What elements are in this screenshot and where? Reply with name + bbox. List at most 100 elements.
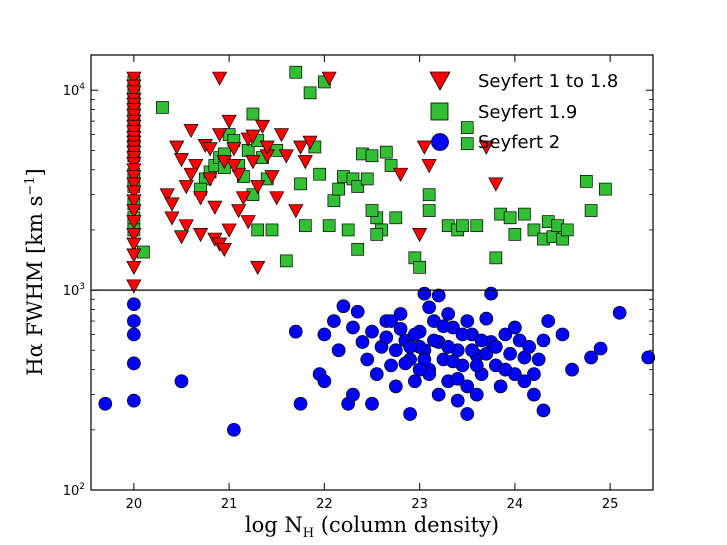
seyfert19-point: [246, 107, 260, 121]
legend-marker-seyfert1: [429, 71, 451, 91]
seyfert19-point: [470, 219, 484, 233]
seyfert2-point: [327, 314, 341, 328]
seyfert2-point: [536, 333, 551, 348]
seyfert2-point: [465, 343, 479, 358]
seyfert2-point: [531, 352, 546, 367]
axis-ticks: 20 21 22 23 24 25 102 103 104: [63, 55, 653, 512]
seyfert1-point: [192, 191, 209, 206]
legend-label-seyfert19: Seyfert 1.9: [478, 102, 577, 123]
seyfert19-point: [527, 223, 541, 237]
seyfert2-point: [98, 396, 113, 411]
legend-label-seyfert1: Seyfert 1 to 1.8: [478, 71, 618, 92]
seyfert1-point: [126, 71, 142, 86]
seyfert1-point: [178, 180, 194, 195]
seyfert2-point: [288, 324, 303, 339]
seyfert19-point: [351, 180, 365, 193]
seyfert2-point: [355, 335, 370, 349]
seyfert1-point: [250, 180, 266, 195]
seyfert1-point: [173, 153, 190, 168]
seyfert19-point: [413, 260, 426, 274]
y-tick-label: 103: [63, 282, 85, 299]
seyfert19-point: [289, 65, 303, 79]
seyfert1-point: [126, 237, 142, 252]
seyfert1-point: [278, 149, 294, 164]
seyfert19-point: [351, 242, 365, 256]
seyfert2-point: [388, 343, 403, 358]
seyfert1-point: [126, 177, 142, 192]
seyfert1-point: [183, 167, 199, 182]
seyfert1-point: [478, 140, 494, 155]
seyfert2-point: [427, 333, 441, 348]
marks-layer: [98, 65, 656, 437]
seyfert1-point: [269, 191, 285, 206]
x-tick-label: 22: [316, 497, 333, 512]
seyfert1-point: [126, 279, 142, 294]
seyfert2-point: [398, 356, 413, 371]
seyfert1-point: [202, 142, 218, 157]
seyfert19-point: [456, 219, 469, 233]
seyfert1-point: [126, 185, 142, 200]
seyfert1-point: [159, 188, 175, 203]
seyfert2-point: [527, 367, 541, 381]
seyfert19-point: [322, 219, 336, 233]
seyfert2-point: [450, 393, 465, 408]
seyfert2-point: [403, 407, 417, 421]
seyfert2-point: [641, 350, 656, 365]
seyfert1-point: [321, 71, 337, 86]
seyfert1-point: [126, 170, 142, 185]
seyfert19-point: [298, 219, 312, 233]
seyfert1-point: [202, 172, 218, 187]
x-tick-label: 20: [126, 497, 143, 512]
seyfert2-point: [331, 343, 346, 358]
seyfert2-point: [393, 321, 408, 336]
legend-marker-seyfert2: [431, 133, 449, 151]
y-tick-label: 102: [63, 482, 85, 499]
seyfert1-point: [292, 140, 309, 155]
seyfert19-point: [265, 223, 279, 237]
plot-frame: [90, 54, 654, 491]
seyfert19-point: [389, 211, 403, 225]
seyfert2-point: [484, 286, 498, 301]
seyfert1-point: [488, 177, 504, 192]
seyfert2-point: [384, 358, 398, 373]
seyfert2-point: [512, 333, 527, 348]
seyfert19-point: [370, 228, 384, 241]
seyfert19-point: [251, 223, 265, 237]
seyfert2-point: [384, 314, 398, 328]
seyfert1-point: [226, 159, 242, 174]
seyfert2-point: [360, 352, 375, 367]
seyfert2-point: [441, 307, 456, 321]
seyfert19-point: [508, 228, 522, 241]
seyfert1-point: [178, 219, 194, 234]
seyfert19-point: [379, 145, 393, 159]
seyfert2-point: [346, 320, 360, 335]
seyfert2-point: [460, 314, 475, 328]
seyfert19-point: [303, 86, 317, 100]
seyfert2-point: [412, 362, 427, 377]
seyfert1-point: [235, 191, 251, 206]
seyfert2-point: [127, 356, 141, 371]
seyfert2-point: [317, 327, 332, 342]
seyfert2-point: [450, 371, 465, 386]
seyfert2-point: [460, 407, 475, 421]
seyfert1-point: [126, 194, 142, 209]
seyfert2-point: [127, 297, 141, 312]
seyfert1-point: [126, 228, 142, 243]
seyfert19-point: [560, 223, 574, 237]
seyfert2-point: [336, 299, 351, 314]
seyfert2-point: [469, 387, 484, 402]
seyfert19-point: [503, 211, 517, 225]
legend: Seyfert 1 to 1.8 Seyfert 1.9 Seyfert 2: [429, 71, 618, 153]
seyfert1-point: [164, 197, 180, 212]
seyfert19-point: [489, 251, 503, 265]
seyfert19-point: [365, 204, 379, 217]
seyfert2-point: [498, 327, 513, 342]
seyfert2-point: [127, 314, 141, 328]
seyfert2-point: [460, 379, 475, 394]
seyfert2-point: [127, 393, 141, 408]
seyfert2-point: [441, 340, 456, 354]
seyfert1-point: [221, 223, 237, 238]
seyfert19-point: [422, 204, 436, 217]
x-tick-label: 23: [411, 497, 428, 512]
seyfert2-point: [517, 374, 532, 389]
